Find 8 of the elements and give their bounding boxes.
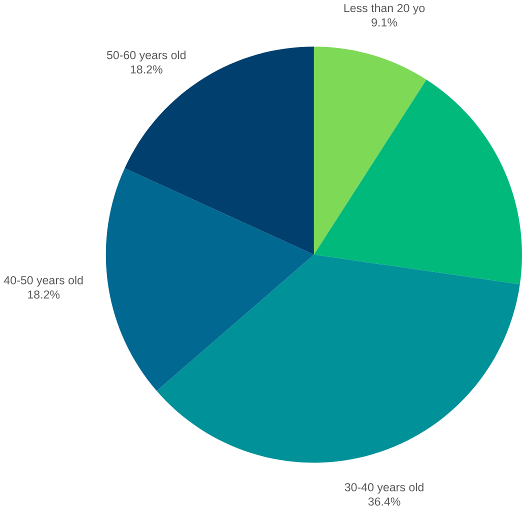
slice-label: Less than 20 yo — [344, 4, 425, 14]
data-label: 9.1% — [372, 18, 398, 26]
data-label: 18.2% — [130, 65, 162, 74]
data-label: 18.2% — [28, 290, 60, 299]
slice-label: 30-40 years old — [344, 482, 424, 494]
slice-label: 50-60 years old — [106, 50, 186, 62]
data-label: 36.4% — [368, 497, 400, 506]
slice-label: 40-50 years old — [4, 276, 83, 286]
